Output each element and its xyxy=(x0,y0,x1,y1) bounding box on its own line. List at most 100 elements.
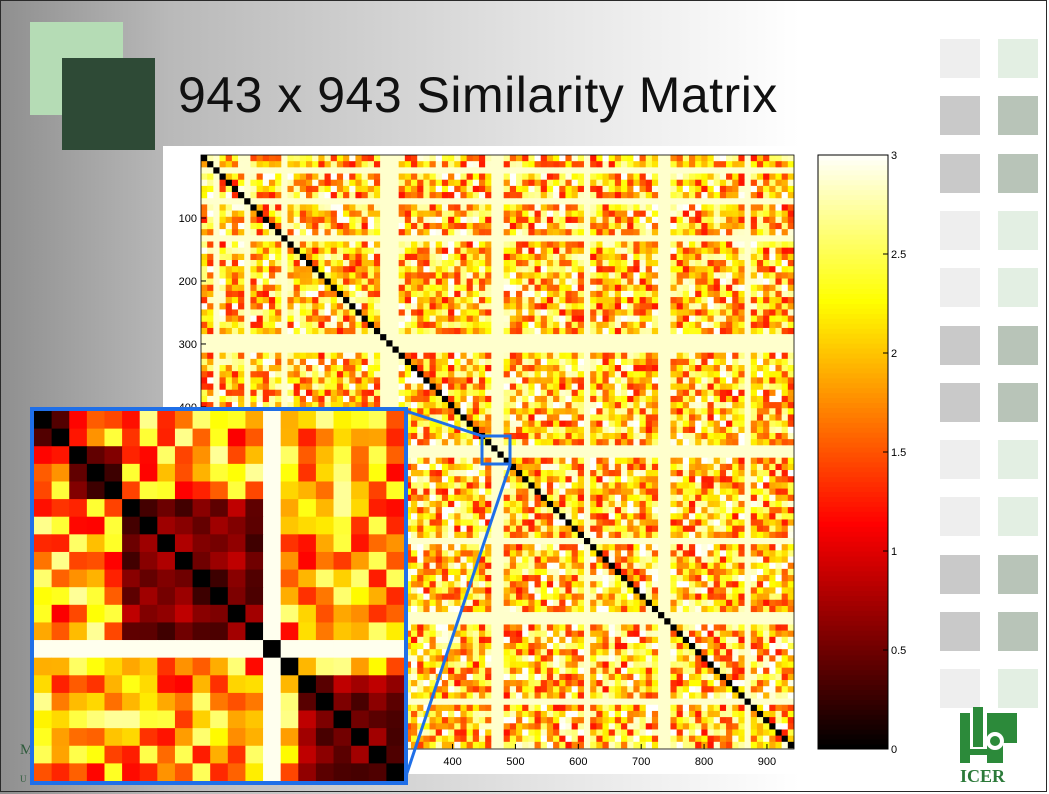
heatmap-cell xyxy=(392,179,399,187)
heatmap-cell xyxy=(645,204,653,211)
heatmap-cell xyxy=(583,216,591,224)
heatmap-cell xyxy=(732,309,739,316)
heatmap-cell xyxy=(299,352,307,360)
heatmap-cell xyxy=(287,358,294,366)
heatmap-cell xyxy=(583,247,591,255)
heatmap-cell xyxy=(565,371,572,378)
heatmap-cell xyxy=(361,371,369,378)
heatmap-cell xyxy=(423,340,430,347)
heatmap-cell xyxy=(411,179,418,187)
heatmap-cell xyxy=(726,463,733,471)
heatmap-cell xyxy=(621,229,628,236)
heatmap-cell xyxy=(627,235,634,242)
heatmap-cell xyxy=(299,179,307,187)
heatmap-cell xyxy=(670,161,677,168)
heatmap-cell xyxy=(540,315,548,323)
heatmap-cell xyxy=(577,290,585,298)
heatmap-cell xyxy=(497,173,504,181)
heatmap-cell xyxy=(404,204,412,211)
heatmap-cell xyxy=(559,235,566,242)
heatmap-cell xyxy=(627,371,634,378)
heatmap-cell xyxy=(608,173,616,181)
heatmap-cell xyxy=(509,358,517,366)
heatmap-cell xyxy=(262,321,270,329)
heatmap-cell xyxy=(361,365,369,372)
heatmap-cell xyxy=(367,229,375,236)
heatmap-cell xyxy=(701,290,708,298)
heatmap-cell xyxy=(658,266,665,273)
heatmap-cell xyxy=(318,266,325,273)
heatmap-cell xyxy=(577,346,585,353)
heatmap-cell xyxy=(349,377,356,384)
heatmap-cell xyxy=(583,377,591,384)
heatmap-cell xyxy=(775,198,782,205)
heatmap-cell xyxy=(596,309,603,316)
heatmap-cell xyxy=(411,334,418,341)
heatmap-cell xyxy=(238,179,245,187)
heatmap-cell xyxy=(466,235,474,242)
heatmap-cell xyxy=(287,395,294,403)
heatmap-cell xyxy=(460,278,467,286)
heatmap-cell xyxy=(312,229,319,236)
heatmap-cell xyxy=(429,383,437,391)
heatmap-cell xyxy=(429,229,437,236)
heatmap-cell xyxy=(787,179,795,187)
heatmap-cell xyxy=(454,179,461,187)
heatmap-cell xyxy=(707,377,714,384)
decor-grid-square xyxy=(998,210,1038,250)
heatmap-cell xyxy=(565,352,572,360)
heatmap-cell xyxy=(417,247,424,255)
heatmap-cell xyxy=(503,358,511,366)
heatmap-cell xyxy=(534,346,542,353)
heatmap-cell xyxy=(509,420,517,428)
heatmap-cell xyxy=(429,185,437,193)
heatmap-cell xyxy=(417,439,424,446)
heatmap-cell xyxy=(775,216,782,224)
heatmap-cell xyxy=(312,179,319,187)
heatmap-cell xyxy=(553,167,560,174)
heatmap-cell xyxy=(583,321,591,329)
heatmap-cell xyxy=(658,334,665,341)
heatmap-cell xyxy=(676,426,684,434)
heatmap-cell xyxy=(398,161,406,168)
heatmap-cell xyxy=(750,327,758,335)
heatmap-cell xyxy=(621,457,628,465)
heatmap-cell xyxy=(546,179,554,187)
heatmap-cell xyxy=(225,235,233,242)
heatmap-cell xyxy=(392,198,399,205)
heatmap-cell xyxy=(540,420,548,428)
heatmap-cell xyxy=(719,216,727,224)
heatmap-cell xyxy=(460,334,467,341)
heatmap-cell xyxy=(553,247,560,255)
heatmap-cell xyxy=(435,297,443,304)
heatmap-cell xyxy=(281,173,288,181)
heatmap-cell xyxy=(355,229,362,236)
heatmap-cell xyxy=(349,210,356,218)
heatmap-cell xyxy=(268,235,276,242)
heatmap-cell xyxy=(404,389,412,397)
heatmap-cell xyxy=(651,408,659,415)
heatmap-cell xyxy=(281,179,288,187)
heatmap-cell xyxy=(596,290,603,298)
heatmap-cell xyxy=(213,204,220,211)
heatmap-cell xyxy=(732,253,739,261)
heatmap-cell xyxy=(423,383,430,391)
heatmap-cell xyxy=(275,402,282,409)
heatmap-cell xyxy=(658,402,665,409)
heatmap-cell xyxy=(565,426,572,434)
heatmap-cell xyxy=(336,204,344,211)
heatmap-cell xyxy=(559,179,566,187)
heatmap-cell xyxy=(448,241,455,248)
heatmap-cell xyxy=(509,389,517,397)
heatmap-cell xyxy=(516,426,523,434)
heatmap-cell xyxy=(719,457,727,465)
heatmap-cell xyxy=(207,272,214,279)
heatmap-cell xyxy=(231,334,239,341)
heatmap-cell xyxy=(522,315,529,323)
heatmap-cell xyxy=(336,266,344,273)
heatmap-cell xyxy=(367,371,375,378)
heatmap-cell xyxy=(639,414,647,421)
heatmap-cell xyxy=(503,179,511,187)
heatmap-cell xyxy=(670,253,677,261)
heatmap-cell xyxy=(201,204,208,211)
